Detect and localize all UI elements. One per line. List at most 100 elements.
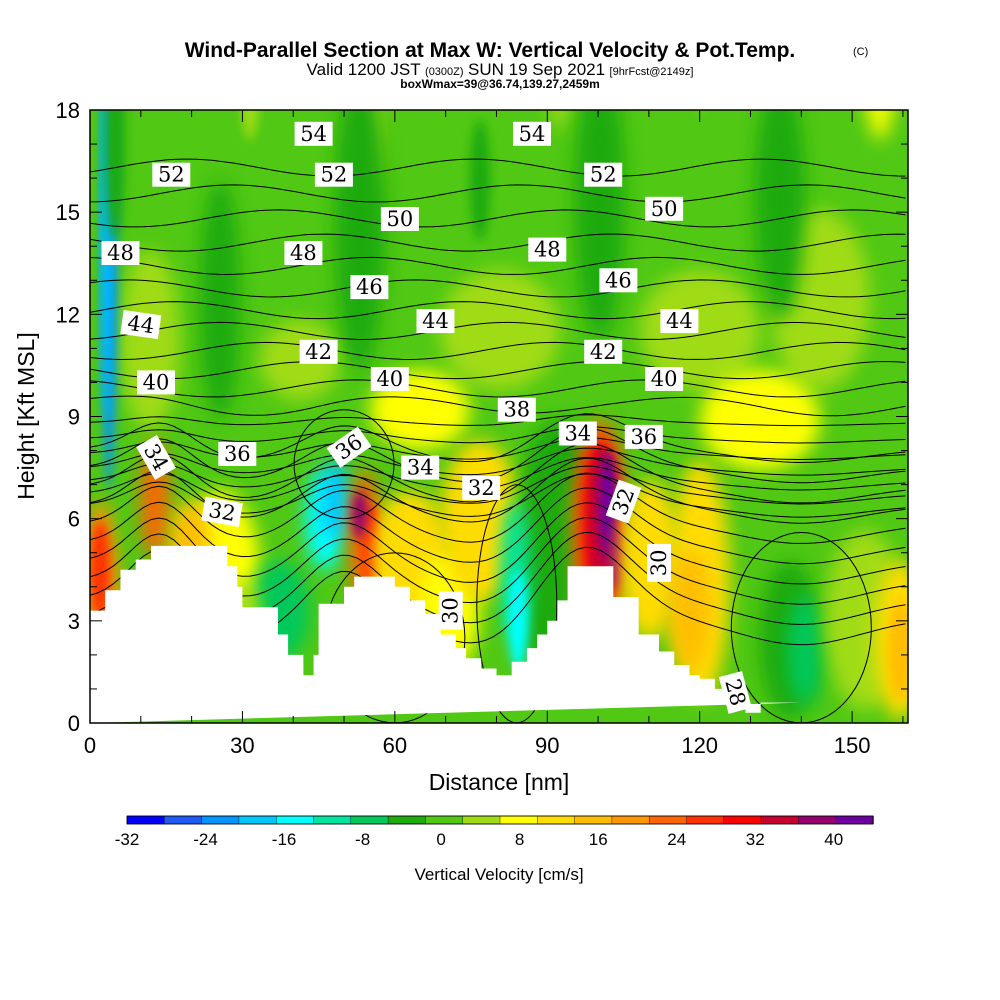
contour-label-text: 30: [439, 597, 463, 624]
colorbar-tick-label: -24: [193, 830, 218, 849]
w-region: [867, 110, 893, 140]
contour-label-box: [599, 268, 638, 293]
contour-label: 32: [201, 496, 243, 528]
theta-line: [90, 379, 906, 398]
contour-label: 40: [645, 367, 684, 391]
contour-label-box: [120, 310, 162, 340]
contour-label: 48: [101, 241, 140, 265]
contour-label-text: 54: [300, 122, 327, 146]
colorbar-swatch: [350, 815, 389, 825]
contour-label-box: [645, 367, 684, 391]
theta-contour-labels: 54 54 52 52 52 50 50 48 48 48 46 46 44 44 44 42 42 40 40 40…: [101, 121, 752, 714]
y-tick-label: 9: [68, 405, 80, 430]
chart-subtitle: Valid 1200 JST (0300Z) SUN 19 Sep 2021 […: [307, 60, 694, 79]
colorbar-swatch: [723, 815, 762, 825]
w-region: [352, 490, 368, 540]
w-region: [787, 595, 823, 705]
y-tick-label: 6: [68, 507, 80, 532]
contour-label-text: 32: [468, 476, 495, 500]
contour-label-text: 38: [503, 398, 530, 422]
theta-line: [90, 472, 906, 544]
contour-label-box: [462, 476, 501, 500]
contour-label: 48: [528, 237, 567, 262]
contour-label: 36: [624, 424, 663, 449]
colorbar-tick-label: 16: [589, 830, 608, 849]
y-axis-label: Height [Kft MSL]: [13, 332, 39, 499]
contour-label-box: [416, 309, 455, 334]
colorbar-swatch: [835, 815, 874, 825]
colorbar-tick-label: 24: [667, 830, 686, 849]
y-tick-label: 18: [56, 98, 80, 123]
colorbar-swatch: [499, 815, 538, 825]
contour-label: 40: [137, 370, 175, 395]
contour-label: 46: [599, 268, 638, 293]
contour-label-text: 46: [356, 275, 383, 299]
contour-label: 30: [438, 591, 463, 630]
theta-line: [90, 414, 906, 427]
x-tick-label: 0: [84, 733, 96, 758]
colorbar-frame: [126, 815, 874, 825]
colorbar-tick-label: 40: [824, 830, 843, 849]
contour-label-box: [584, 162, 623, 187]
contour-label: 52: [584, 162, 623, 187]
w-region: [700, 370, 820, 470]
x-tick-label: 150: [834, 733, 871, 758]
contour-label-box: [350, 275, 389, 300]
contour-label-text: 52: [158, 163, 185, 187]
x-tick-label: 120: [681, 733, 718, 758]
x-tick-label: 30: [230, 733, 254, 758]
colorbar-swatch: [611, 815, 650, 825]
contour-label-box: [380, 207, 419, 231]
contour-label-box: [528, 237, 567, 262]
contour-label: 50: [645, 196, 684, 221]
contour-label-box: [513, 121, 551, 146]
forecast-info: [9hrFcst@2149z]: [610, 66, 694, 78]
valid-date: SUN 19 Sep 2021: [468, 60, 605, 79]
colorbar-swatch: [313, 815, 352, 825]
colorbar-tick-label: 8: [515, 830, 524, 849]
w-region: [575, 110, 625, 340]
contour-label: 50: [380, 207, 419, 231]
contour-label-text: 48: [534, 238, 561, 262]
contour-label-text: 54: [519, 122, 546, 146]
w-region: [440, 270, 560, 390]
colorbar-tick-label: 0: [436, 830, 445, 849]
contour-label-box: [497, 397, 536, 422]
w-region: [118, 0, 142, 90]
w-region: [508, 570, 528, 670]
colorbar-tick-label: -8: [355, 830, 370, 849]
contour-label-text: 48: [290, 241, 317, 265]
contour-label-box: [624, 424, 663, 449]
colorbar-tick-label: -32: [115, 830, 140, 849]
theta-line: [90, 395, 906, 417]
contour-label: 44: [660, 309, 699, 334]
w-region: [90, 520, 110, 620]
theta-line: [90, 301, 906, 320]
colorbar-swatch: [425, 815, 464, 825]
contour-label-box: [660, 309, 699, 334]
contour-label-box: [718, 670, 752, 714]
contour-label-box: [605, 479, 642, 524]
w-region: [550, 110, 570, 130]
x-tick-label: 60: [383, 733, 407, 758]
contour-label: 44: [416, 309, 455, 334]
theta-line: [90, 233, 906, 252]
contour-label-box: [401, 455, 440, 480]
colorbar-swatch: [126, 815, 165, 825]
y-tick-label: 0: [68, 711, 80, 736]
contour-label-text: 50: [387, 207, 414, 231]
contour-label-box: [101, 241, 140, 265]
y-tick-label: 15: [56, 200, 80, 225]
colorbar-tick-label: -16: [272, 830, 297, 849]
plot-area: 54 54 52 52 52 50 50 48 48 48 46 46 44 44 44 42 42 40 40 40…: [90, 0, 908, 723]
y-tick-label: 12: [56, 302, 80, 327]
contour-label-box: [584, 339, 623, 364]
contour-label: 28: [718, 670, 752, 714]
contour-label-text: 40: [376, 367, 403, 391]
contour-label: 54: [513, 121, 551, 146]
w-region: [241, 110, 259, 140]
contour-label-box: [284, 241, 323, 265]
contour-label: 42: [299, 339, 338, 364]
contour-label-text: 42: [590, 340, 617, 364]
contour-label: 36: [218, 442, 257, 466]
